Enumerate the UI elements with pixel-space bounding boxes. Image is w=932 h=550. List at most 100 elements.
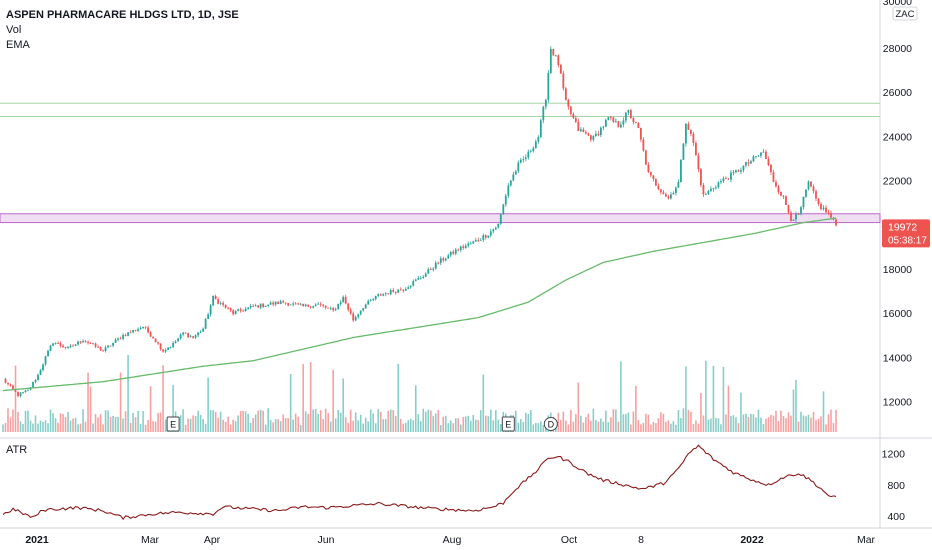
candle-body: [127, 332, 129, 336]
candle: [244, 306, 247, 312]
candle: [604, 118, 607, 128]
candle-body: [464, 245, 467, 248]
candle: [289, 304, 292, 306]
volume-bar: [742, 414, 745, 432]
candle-body: [114, 339, 117, 343]
candle: [284, 302, 287, 306]
volume-bar: [417, 414, 420, 432]
candle: [464, 243, 467, 249]
volume-bar: [630, 424, 632, 432]
volume-bar: [22, 424, 24, 432]
candle: [835, 218, 837, 227]
earnings-marker-box: [166, 416, 180, 432]
candle: [767, 156, 770, 167]
volume-bar: [562, 411, 565, 432]
candle-body: [820, 203, 822, 210]
candle-body: [277, 301, 280, 305]
volume-bar: [725, 414, 727, 432]
candle: [69, 343, 72, 348]
legend-ema[interactable]: EMA: [6, 39, 30, 51]
candle: [102, 349, 104, 352]
candle: [825, 205, 827, 214]
volume-bar: [760, 417, 762, 432]
candle-body: [569, 106, 572, 115]
candle: [189, 334, 192, 338]
volume-bar: [625, 413, 627, 432]
candle-body: [637, 123, 640, 128]
candle-body: [577, 121, 580, 132]
volume-bar: [422, 408, 425, 432]
candle-body: [109, 345, 112, 347]
candle: [572, 112, 575, 120]
currency-badge-box: [892, 6, 918, 21]
candle-body: [154, 338, 157, 343]
volume-bar: [409, 418, 412, 432]
candle-body: [695, 143, 697, 156]
volume-bar: [652, 422, 655, 432]
candle-body: [537, 137, 540, 142]
candle: [274, 301, 277, 307]
volume-bar: [675, 424, 677, 432]
candle-body: [549, 48, 552, 73]
candle: [409, 285, 412, 289]
volume-bar: [289, 373, 292, 432]
candle: [482, 233, 485, 243]
candle: [539, 118, 542, 139]
candle-body: [489, 231, 492, 236]
volume-bar: [439, 424, 442, 432]
candle: [424, 272, 427, 277]
legend-vol[interactable]: Vol: [6, 24, 22, 36]
volume-bar: [127, 354, 129, 432]
volume-bar: [214, 411, 217, 432]
candle: [387, 292, 390, 295]
candle-body: [504, 195, 507, 205]
atr-pane-label[interactable]: ATR: [6, 444, 28, 456]
candle: [417, 275, 420, 281]
volume-bar: [242, 410, 244, 432]
candle-body: [357, 314, 360, 318]
candle: [554, 54, 557, 57]
candle-body: [354, 317, 357, 321]
volume-bar: [57, 422, 59, 432]
candle: [224, 304, 227, 309]
volume-bar: [29, 420, 32, 432]
candle-body: [352, 313, 355, 321]
volume-bar: [94, 414, 97, 432]
candle-body: [622, 120, 625, 125]
candle-body: [662, 192, 665, 195]
candle-body: [437, 262, 440, 264]
candle-body: [314, 304, 317, 307]
volume-bar: [477, 420, 480, 432]
candle: [760, 152, 762, 159]
chart-title[interactable]: ASPEN PHARMACARE HLDGS LTD, 1D, JSE: [6, 9, 239, 21]
candle: [735, 169, 737, 174]
candle-body: [562, 73, 565, 89]
candle-body: [119, 338, 122, 340]
candle-body: [159, 343, 162, 350]
volume-bar: [189, 418, 192, 432]
candle: [52, 342, 54, 347]
volume-bar: [239, 410, 242, 432]
volume-bar: [134, 417, 137, 432]
volume-bar: [387, 410, 390, 432]
candle-body: [142, 326, 144, 328]
volume-bar: [667, 420, 670, 432]
candle-body: [802, 196, 805, 208]
volume-bar: [537, 423, 540, 432]
candle-body: [835, 219, 837, 226]
event-marker-label: D: [548, 420, 555, 430]
candle: [477, 237, 480, 243]
candle: [492, 228, 495, 234]
volume-bar: [817, 418, 820, 432]
candle: [594, 130, 597, 138]
candle-body: [472, 241, 475, 244]
candle: [22, 392, 24, 395]
candle: [422, 274, 425, 279]
candle-body: [770, 165, 772, 173]
volume-bar: [677, 409, 680, 432]
candle: [209, 304, 212, 317]
candle: [730, 170, 732, 183]
candle: [384, 292, 387, 297]
volume-bar: [414, 385, 417, 432]
